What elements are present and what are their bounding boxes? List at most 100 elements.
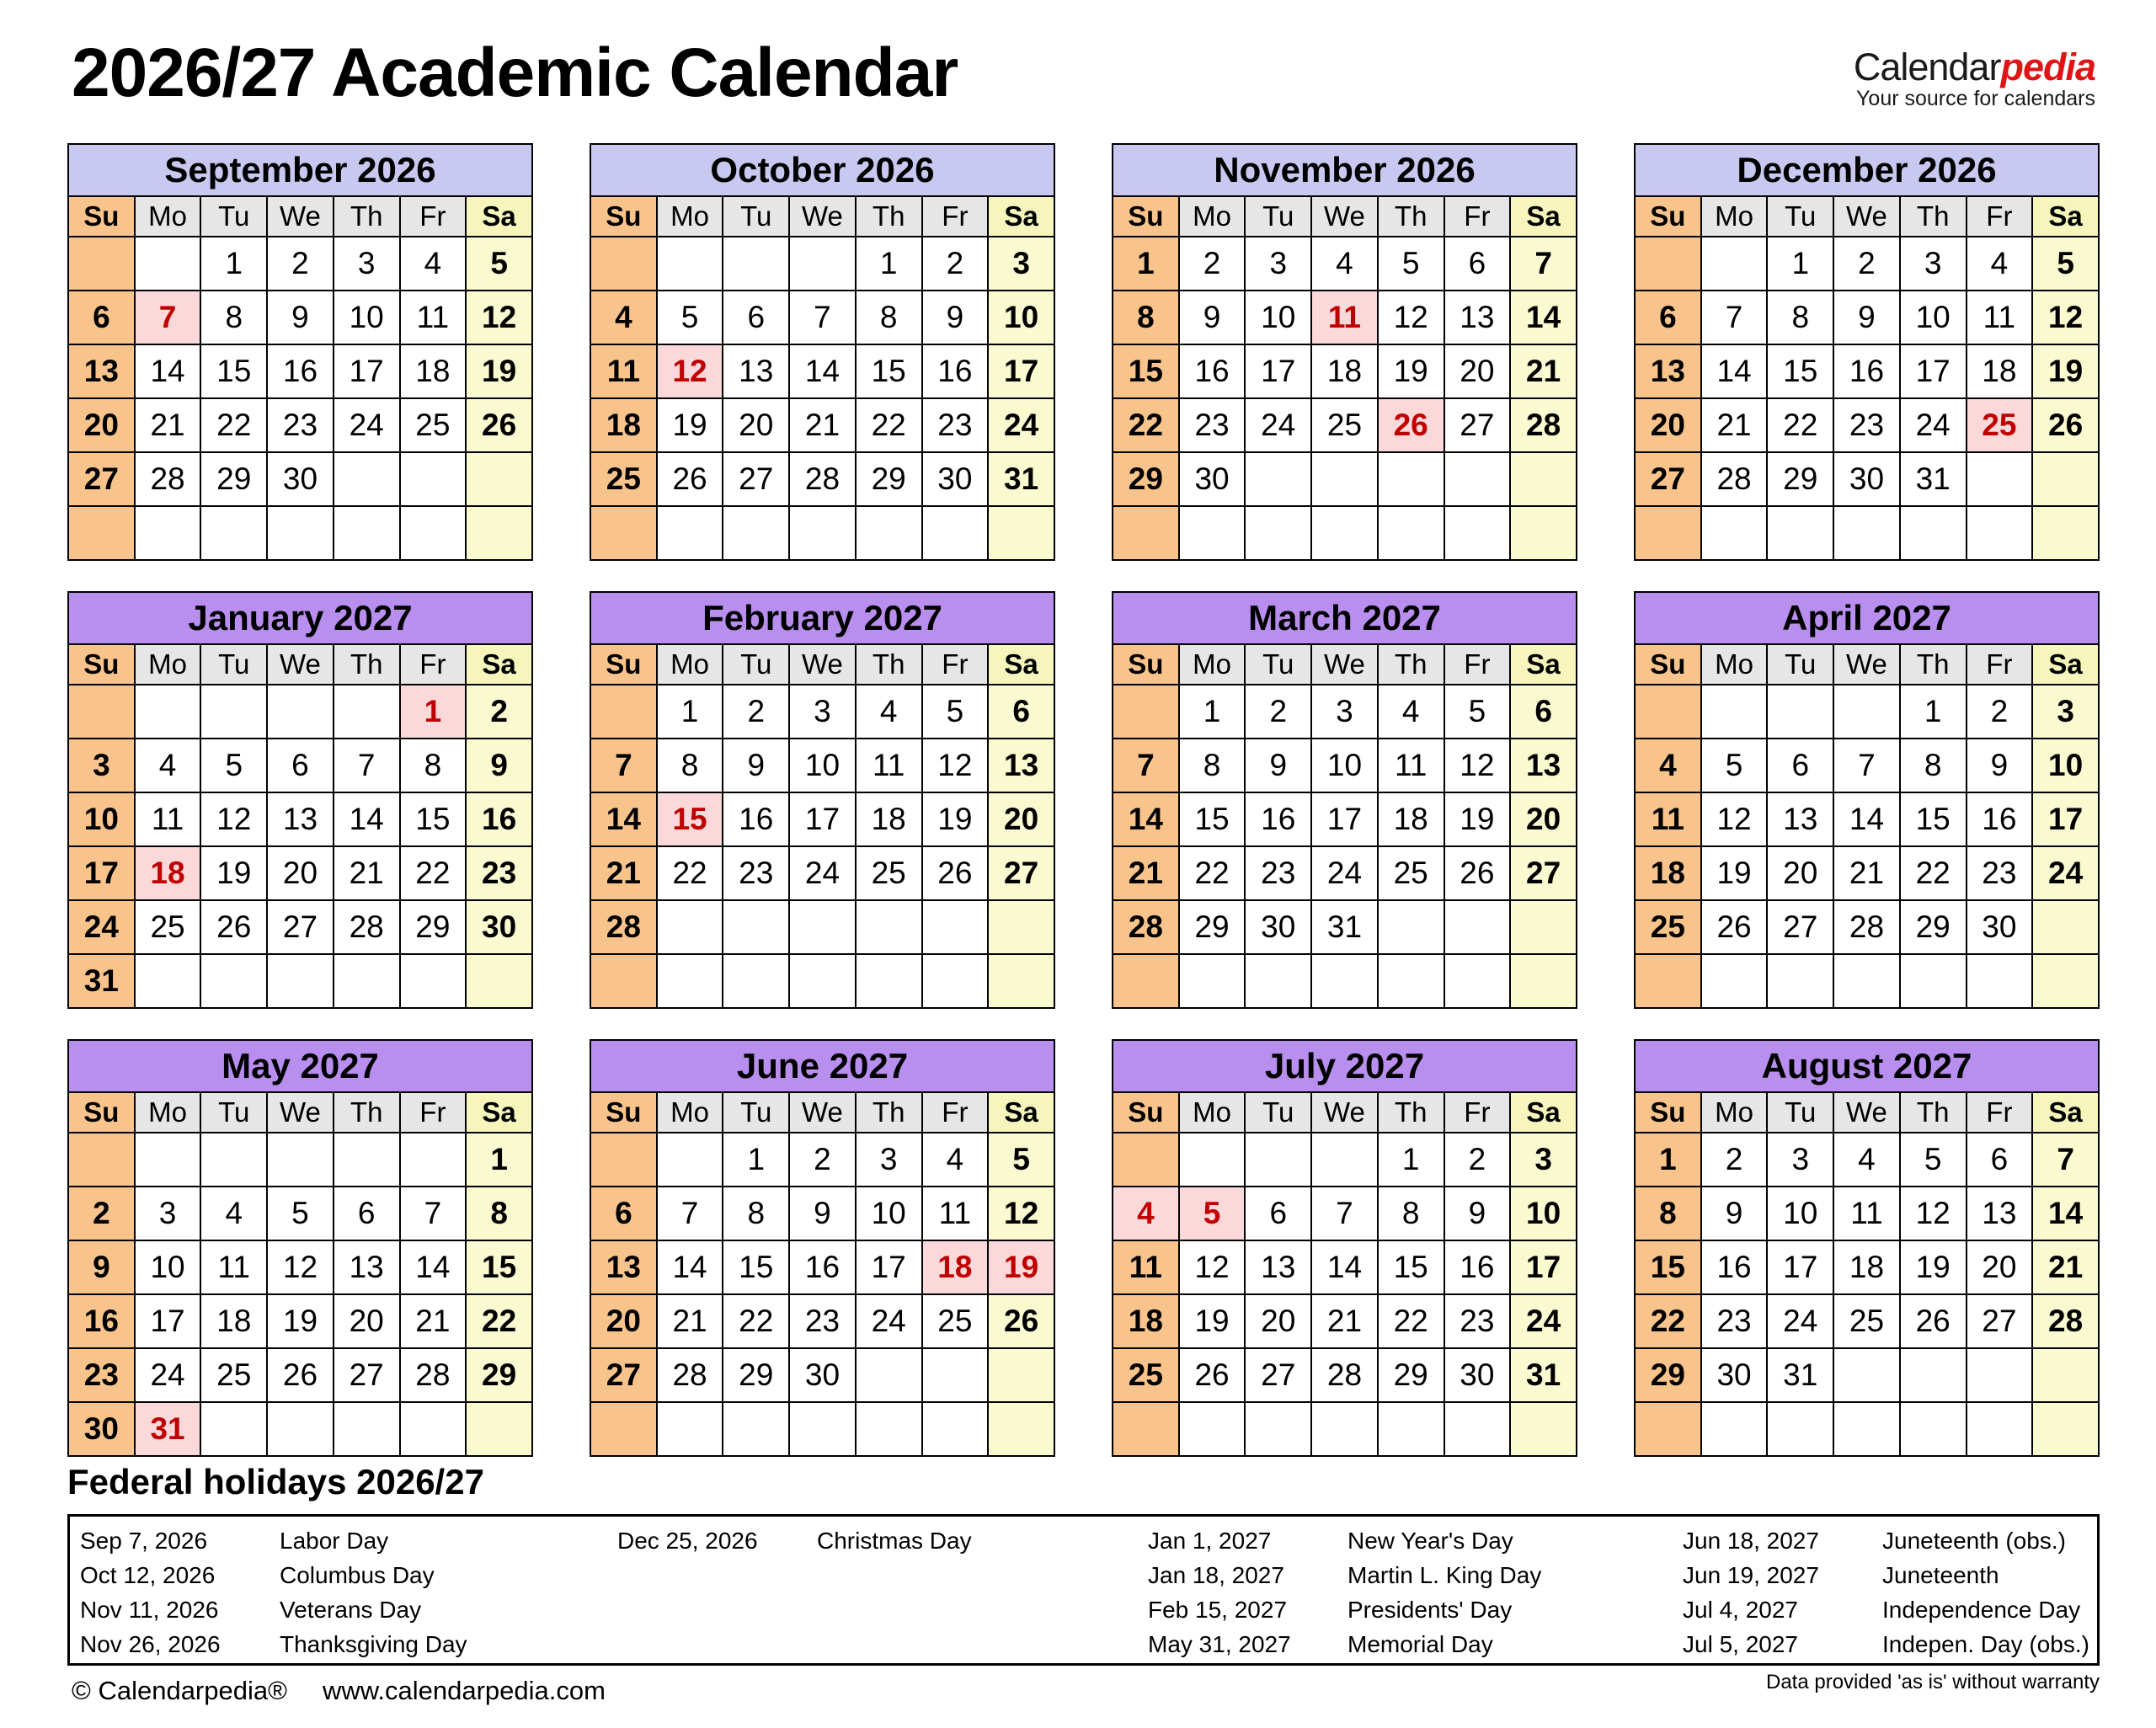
empty-cell: [398, 451, 467, 507]
date-cell: 11: [1376, 738, 1445, 793]
date-cell: 6: [1766, 738, 1835, 793]
date-cell: 12: [1898, 1186, 1967, 1241]
empty-cell: [987, 899, 1055, 955]
empty-cell: [332, 1132, 401, 1187]
date-cell: 24: [2031, 845, 2100, 901]
empty-cell: [67, 684, 136, 739]
date-cell: 12: [465, 290, 533, 345]
date-cell: 8: [1766, 290, 1835, 345]
date-cell: 21: [1833, 845, 1901, 901]
weekday-header: We: [1310, 643, 1379, 685]
date-cell: 21: [590, 845, 658, 901]
date-cell: 17: [1509, 1240, 1577, 1295]
date-cell: 31: [133, 1401, 202, 1457]
date-cell: 6: [722, 290, 791, 345]
date-cell: 2: [1700, 1132, 1769, 1187]
empty-cell: [788, 236, 857, 291]
date-cell: 23: [722, 845, 791, 901]
disclaimer-text: Data provided 'as is' without warranty: [1765, 1671, 2100, 1693]
weekday-header: Fr: [921, 643, 990, 685]
date-cell: 3: [1310, 684, 1379, 739]
date-cell: 5: [1443, 684, 1512, 739]
date-cell: 16: [1177, 344, 1246, 399]
date-cell: 16: [465, 792, 533, 847]
empty-cell: [465, 1401, 533, 1457]
date-cell: 12: [987, 1186, 1055, 1241]
date-cell: 25: [1310, 397, 1379, 453]
date-cell: 15: [1766, 344, 1835, 399]
month-header: September 2026: [67, 143, 533, 197]
date-cell: 4: [1965, 236, 2034, 291]
date-cell: 20: [590, 1293, 658, 1349]
weekday-header: We: [266, 643, 334, 685]
date-cell: 19: [2031, 344, 2100, 399]
date-cell: 7: [398, 1186, 467, 1241]
empty-cell: [200, 1401, 269, 1457]
date-cell: 19: [1177, 1293, 1246, 1349]
empty-cell: [2031, 1401, 2100, 1457]
holiday-date: Dec 25, 2026: [617, 1527, 758, 1554]
empty-cell: [987, 505, 1055, 561]
date-cell: 27: [987, 845, 1055, 901]
empty-cell: [133, 236, 202, 291]
empty-cell: [1310, 505, 1379, 561]
date-cell: 21: [398, 1293, 467, 1349]
empty-cell: [398, 1401, 467, 1457]
date-cell: 9: [788, 1186, 857, 1241]
empty-cell: [1310, 451, 1379, 507]
weekday-header: Mo: [1177, 1091, 1246, 1133]
date-cell: 15: [1177, 792, 1246, 847]
date-cell: 2: [1965, 684, 2034, 739]
date-cell: 10: [332, 290, 401, 345]
date-cell: 12: [200, 792, 269, 847]
date-cell: 6: [1244, 1186, 1313, 1241]
weekday-header: Su: [590, 643, 658, 685]
date-cell: 25: [1965, 397, 2034, 453]
weekday-header: Sa: [1509, 1091, 1577, 1133]
date-cell: 13: [590, 1240, 658, 1295]
date-cell: 2: [67, 1186, 136, 1241]
holiday-name: Juneteenth: [1882, 1561, 1999, 1588]
date-cell: 9: [465, 738, 533, 793]
date-cell: 9: [1443, 1186, 1512, 1241]
empty-cell: [987, 953, 1055, 1009]
date-cell: 17: [1766, 1240, 1835, 1295]
date-cell: 9: [1700, 1186, 1769, 1241]
month-header: October 2026: [590, 143, 1055, 197]
empty-cell: [1509, 505, 1577, 561]
date-cell: 21: [1700, 397, 1769, 453]
date-cell: 11: [1634, 792, 1702, 847]
weekday-header: Fr: [921, 1091, 990, 1133]
date-cell: 7: [1833, 738, 1901, 793]
weekday-header: Th: [332, 643, 401, 685]
date-cell: 19: [987, 1240, 1055, 1295]
date-cell: 4: [133, 738, 202, 793]
empty-cell: [1244, 1132, 1313, 1187]
weekday-header: Tu: [722, 1091, 791, 1133]
weekday-header: Mo: [1177, 643, 1246, 685]
date-cell: 7: [1700, 290, 1769, 345]
empty-cell: [1833, 505, 1901, 561]
holiday-date: Oct 12, 2026: [80, 1561, 216, 1588]
date-cell: 6: [987, 684, 1055, 739]
weekday-header: Th: [332, 195, 401, 237]
weekday-header: Fr: [1443, 195, 1512, 237]
weekday-header: Su: [1112, 643, 1180, 685]
date-cell: 18: [133, 845, 202, 901]
date-cell: 7: [655, 1186, 724, 1241]
weekday-header: Tu: [722, 195, 791, 237]
date-cell: 9: [1177, 290, 1246, 345]
empty-cell: [655, 1401, 724, 1457]
empty-cell: [2031, 1347, 2100, 1403]
holiday-group: Dec 25, 2026 Christmas Day: [617, 1523, 1148, 1661]
date-cell: 17: [2031, 792, 2100, 847]
date-cell: 30: [1700, 1347, 1769, 1403]
empty-cell: [590, 1401, 658, 1457]
date-cell: 15: [1376, 1240, 1445, 1295]
date-cell: 9: [722, 738, 791, 793]
date-cell: 2: [266, 236, 334, 291]
date-cell: 29: [465, 1347, 533, 1403]
month-header: August 2027: [1634, 1039, 2100, 1093]
date-cell: 27: [266, 899, 334, 955]
weekday-header: Sa: [987, 195, 1055, 237]
